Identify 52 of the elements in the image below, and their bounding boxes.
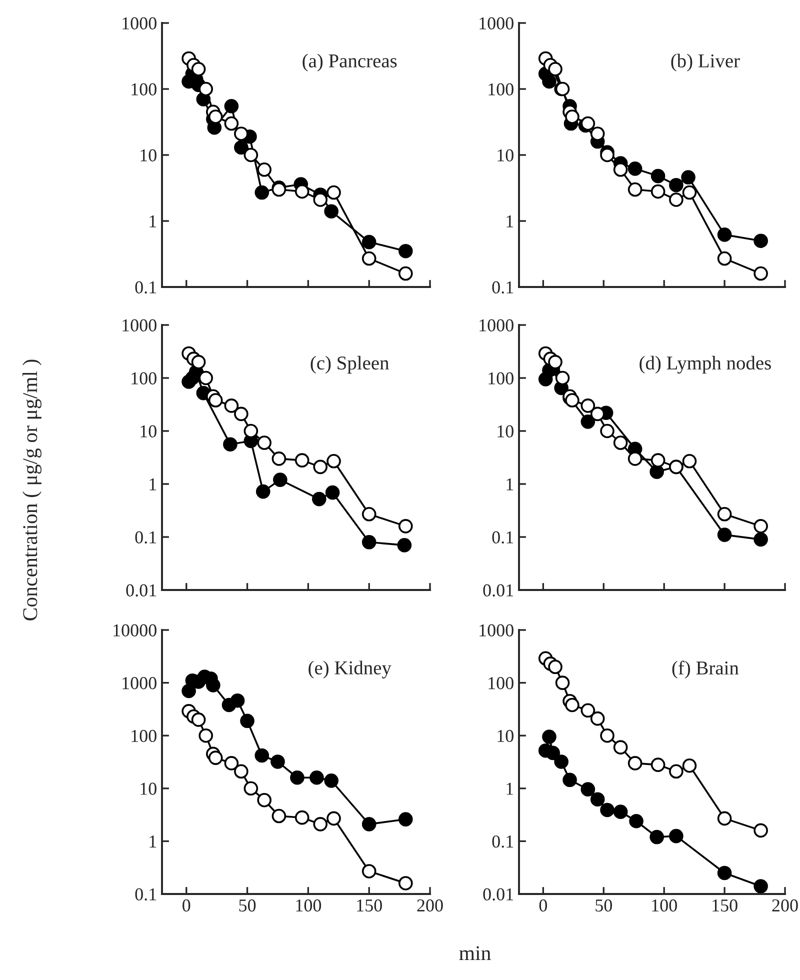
x-tick-label: 150 [712,899,738,912]
y-tick-label: 10 [498,425,514,438]
y-tick-label: 0.01 [483,888,514,901]
y-tick-label: 10 [140,425,156,438]
y-tick-label: 1000 [480,319,514,332]
y-tick-label: 100 [488,83,514,96]
y-tick-label: 100 [488,677,514,690]
x-tick-label: 0 [182,899,190,912]
y-tick-label: 0.1 [135,281,156,294]
y-tick-label: 0.01 [483,584,514,597]
y-tick-label: 1 [506,782,514,795]
y-tick-label: 10 [140,149,156,162]
text: (b) Liver [671,54,740,72]
y-tick-label: 1 [506,215,514,228]
x-tick-label: 200 [772,899,798,912]
y-tick-label: 0.1 [135,888,156,901]
text: (d) Lymph nodes [640,356,771,374]
text: (e) Kidney [308,660,392,678]
y-axis-title: Concentration ( μg/g or μg/ml ) [22,360,42,620]
y-tick-label: 1000 [480,17,514,30]
y-tick-label: 1 [506,478,514,490]
text: (c) Spleen [310,356,389,374]
x-tick-label: 200 [417,899,443,912]
y-tick-label: 100 [132,730,156,742]
y-tick-label: 0.1 [492,281,514,294]
x-axis-title: min [459,946,491,960]
y-tick-label: 10 [498,730,514,742]
x-tick-label: 50 [239,899,256,912]
y-tick-label: 1000 [122,319,156,332]
y-tick-label: 1 [150,478,156,490]
y-tick-label: 100 [488,372,514,384]
y-tick-label: 0.1 [492,531,514,544]
y-tick-label: 1 [150,836,156,848]
text: (f) Brain [672,660,739,679]
text: (a) Pancreas [302,54,397,72]
y-tick-label: 0.01 [126,584,156,597]
y-tick-label: 0.1 [492,835,514,848]
y-tick-label: 1000 [480,624,514,636]
y-tick-label: 0.1 [135,531,156,544]
x-tick-label: 50 [596,899,612,912]
y-tick-label: 100 [132,372,156,384]
y-tick-label: 10 [140,782,156,795]
x-tick-label: 150 [357,899,382,912]
x-tick-label: 100 [652,899,677,912]
x-tick-label: 0 [539,899,548,912]
y-tick-label: 1000 [122,677,156,690]
y-tick-label: 100 [132,83,156,96]
x-tick-label: 100 [296,899,322,912]
y-tick-label: 1000 [122,17,156,30]
y-tick-label: 1 [150,215,156,228]
y-tick-label: 10 [498,149,514,162]
y-tick-label: 10000 [114,624,156,636]
